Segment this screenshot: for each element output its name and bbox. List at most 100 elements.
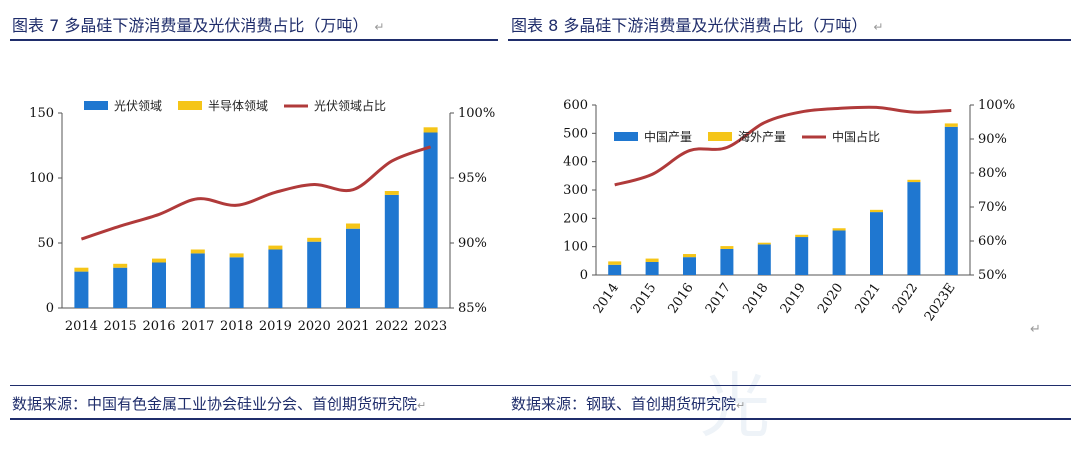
- bar-光伏领域-2022: [384, 194, 399, 308]
- title-divider-left: [10, 39, 498, 41]
- x-tick-label: 2023E: [922, 281, 959, 324]
- bar-海外产量-2018: [757, 242, 771, 245]
- bar-中国产量-2016: [683, 257, 696, 275]
- bar-光伏领域-2018: [229, 257, 244, 308]
- y-right-tick-label: 90%: [978, 132, 1007, 147]
- right-chart: 0 100 200 300 400 500 600 50% 60% 70% 80% 90% 100% 20…: [563, 98, 1015, 324]
- y-right-tick-label: 95%: [458, 171, 487, 186]
- line-中国占比: [614, 105, 952, 187]
- legend-swatch-海外产量: [708, 132, 732, 141]
- right-chart-title: 图表 8 多晶硅下游消费量及光伏消费占比（万吨） ↵: [511, 16, 884, 35]
- x-tick-label: 2020: [815, 281, 846, 317]
- y-left-tick-label: 600: [563, 98, 588, 113]
- legend-label-中国占比: 中国占比: [832, 129, 880, 144]
- x-tick-label: 2020: [298, 319, 331, 334]
- legend-label-中国产量: 中国产量: [644, 129, 692, 144]
- x-tick-label: 2021: [853, 281, 884, 317]
- x-tick-label: 2018: [220, 319, 253, 334]
- bar-半导体领域-2014: [74, 267, 89, 272]
- y-left-tick-label: 300: [563, 183, 588, 198]
- bar-中国产量-2014: [608, 264, 622, 275]
- bar-中国产量-2021: [870, 212, 883, 275]
- x-tick-label: 2017: [181, 319, 214, 334]
- x-tick-label: 2022: [375, 319, 408, 334]
- x-tick-label: 2022: [890, 281, 921, 317]
- paragraph-mark-icon: ↵: [736, 399, 746, 412]
- bar-海外产量-2022: [907, 179, 921, 183]
- bar-半导体领域-2017: [190, 249, 205, 254]
- paragraph-mark-icon: ↵: [374, 20, 385, 34]
- bar-半导体领域-2023: [423, 127, 438, 133]
- x-tick-label: 2014: [591, 281, 622, 317]
- x-tick-label: 2017: [703, 281, 734, 317]
- x-tick-label: 2016: [666, 281, 697, 317]
- y-left-tick-label: 100: [563, 240, 588, 255]
- y-right-tick-label: 80%: [978, 166, 1007, 181]
- bar-光伏领域-2023: [423, 132, 438, 308]
- paragraph-mark-icon: ↵: [1030, 322, 1041, 337]
- bar-中国产量-2023E: [944, 126, 958, 275]
- bar-半导体领域-2015: [113, 263, 128, 268]
- x-tick-label: 2019: [259, 319, 292, 334]
- bar-半导体领域-2019: [268, 245, 283, 250]
- paragraph-mark-icon: ↵: [873, 20, 884, 34]
- bar-光伏领域-2015: [113, 267, 128, 308]
- x-tick-label: 2019: [778, 281, 809, 317]
- legend-label-光伏领域: 光伏领域: [114, 99, 162, 113]
- left-chart-source: 数据来源：中国有色金属工业协会硅业分会、首创期货研究院↵: [12, 395, 427, 413]
- x-tick-label: 2016: [142, 319, 175, 334]
- bar-海外产量-2015: [645, 258, 659, 262]
- legend-swatch-光伏领域: [84, 101, 108, 110]
- y-left-tick-label: 150: [29, 106, 54, 121]
- legend-label-半导体领域: 半导体领域: [208, 99, 268, 113]
- bar-中国产量-2015: [645, 261, 659, 275]
- bar-海外产量-2019: [795, 234, 809, 238]
- y-right-tick-label: 50%: [978, 268, 1007, 283]
- bar-海外产量-2016: [683, 254, 696, 258]
- bar-光伏领域-2014: [74, 271, 89, 308]
- y-left-tick-label: 500: [563, 126, 588, 141]
- left-chart: 0 50 100 150 85% 90% 95% 100% 2014 2015 2016 2017 20…: [29, 98, 495, 334]
- left-chart-title: 图表 7 多晶硅下游消费量及光伏消费占比（万吨） ↵: [12, 16, 385, 35]
- bar-半导体领域-2020: [307, 237, 322, 242]
- bar-光伏领域-2021: [346, 228, 360, 308]
- bar-中国产量-2017: [720, 248, 734, 275]
- y-right-tick-label: 85%: [458, 301, 487, 316]
- title-divider-right: [508, 39, 1071, 41]
- legend-label-光伏领域占比: 光伏领域占比: [314, 98, 386, 113]
- bar-中国产量-2020: [832, 230, 846, 275]
- y-right-tick-label: 100%: [978, 98, 1015, 113]
- legend-swatch-中国产量: [614, 132, 638, 141]
- right-chart-source: 数据来源：钢联、首创期货研究院↵: [511, 395, 746, 413]
- bar-半导体领域-2022: [384, 191, 399, 195]
- x-tick-label: 2021: [336, 319, 369, 334]
- bar-半导体领域-2021: [346, 223, 360, 229]
- y-left-tick-label: 0: [46, 301, 54, 316]
- y-left-tick-label: 0: [580, 268, 588, 283]
- y-right-tick-label: 70%: [978, 200, 1007, 215]
- bar-光伏领域-2017: [190, 253, 205, 308]
- bar-海外产量-2014: [608, 261, 622, 265]
- y-left-tick-label: 200: [563, 211, 588, 226]
- bar-海外产量-2020: [832, 228, 846, 231]
- bar-海外产量-2017: [720, 246, 734, 249]
- source-divider-bottom: [10, 418, 1071, 420]
- line-光伏领域占比: [80, 145, 432, 241]
- bar-半导体领域-2018: [229, 253, 244, 258]
- legend-label-海外产量: 海外产量: [738, 129, 786, 144]
- bar-光伏领域-2019: [268, 249, 283, 308]
- bar-海外产量-2023E: [944, 123, 958, 127]
- bar-半导体领域-2016: [152, 258, 166, 263]
- x-tick-label: 2023: [414, 319, 447, 334]
- x-tick-label: 2015: [628, 281, 659, 317]
- bar-海外产量-2021: [870, 209, 883, 213]
- y-right-tick-label: 60%: [978, 234, 1007, 249]
- y-left-tick-label: 400: [563, 155, 588, 170]
- legend-swatch-半导体领域: [178, 101, 202, 110]
- y-left-tick-label: 50: [37, 236, 54, 251]
- source-divider-top: [10, 385, 1071, 386]
- bar-光伏领域-2020: [307, 241, 322, 308]
- bar-光伏领域-2016: [152, 262, 166, 308]
- bar-中国产量-2018: [757, 244, 771, 275]
- x-tick-label: 2018: [740, 281, 771, 317]
